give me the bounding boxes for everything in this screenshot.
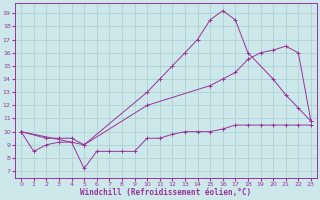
- X-axis label: Windchill (Refroidissement éolien,°C): Windchill (Refroidissement éolien,°C): [80, 188, 252, 197]
